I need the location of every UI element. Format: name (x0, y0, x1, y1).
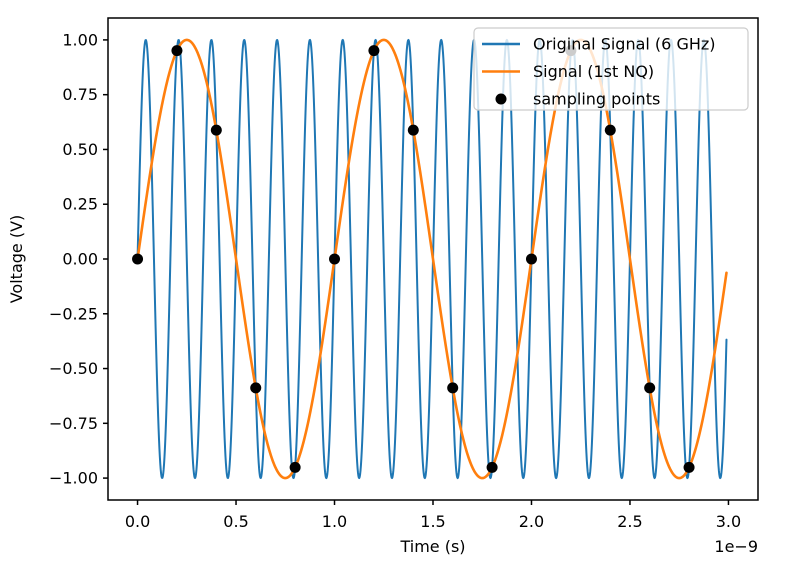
x-tick-label: 0.5 (223, 512, 248, 531)
sampling-point (289, 461, 301, 473)
y-tick-label: 1.00 (62, 30, 98, 49)
sampling-point (604, 124, 616, 136)
sampling-point (210, 124, 222, 136)
x-tick-label: 1.5 (420, 512, 445, 531)
sampling-point (171, 45, 183, 57)
legend-item-label: Original Signal (6 GHz) (533, 35, 716, 54)
legend: Original Signal (6 GHz) Signal (1st NQ) sa… (473, 27, 749, 111)
sampling-point (132, 253, 144, 265)
y-tick-label: 0.25 (62, 195, 98, 214)
sampling-point (407, 124, 419, 136)
x-tick-label: 0.0 (125, 512, 150, 531)
x-axis-title: Time (s) (399, 537, 465, 556)
x-tick-label: 2.5 (617, 512, 642, 531)
sampling-point (329, 253, 341, 265)
sampling-point (683, 461, 695, 473)
sampling-point (250, 382, 262, 394)
sampling-point (644, 382, 656, 394)
x-tick-label: 3.0 (716, 512, 741, 531)
legend-item-label: Signal (1st NQ) (533, 62, 654, 81)
x-axis-offset-label: 1e−9 (714, 537, 758, 556)
x-tick-label: 1.0 (322, 512, 347, 531)
legend-dot-sample (495, 93, 507, 105)
sampling-point (486, 461, 498, 473)
sampling-point (368, 45, 380, 57)
legend-item-label: sampling points (533, 90, 660, 109)
plot-border (107, 17, 759, 501)
y-axis-title: Voltage (V) (7, 215, 26, 304)
y-tick-label: −0.50 (49, 359, 98, 378)
y-tick-label: −0.75 (49, 414, 98, 433)
y-tick-label: −0.25 (49, 304, 98, 323)
x-tick-label: 2.0 (519, 512, 544, 531)
sampling-point (525, 253, 537, 265)
y-tick-label: 0.75 (62, 85, 98, 104)
sampling-point (447, 382, 459, 394)
series-curve-1 (136, 38, 728, 480)
legend-box (473, 27, 749, 111)
y-tick-label: 0.00 (62, 250, 98, 269)
x-axis: 0.0 0.5 1.0 1.5 2.0 2.5 3.0 (125, 500, 741, 531)
y-tick-label: 0.50 (62, 140, 98, 159)
series-curve-0 (136, 38, 728, 480)
y-tick-label: −1.00 (49, 469, 98, 488)
y-axis: 1.00 0.75 0.50 0.25 0.00 −0.25 −0.50 −0.75 −1.00 (49, 30, 108, 488)
